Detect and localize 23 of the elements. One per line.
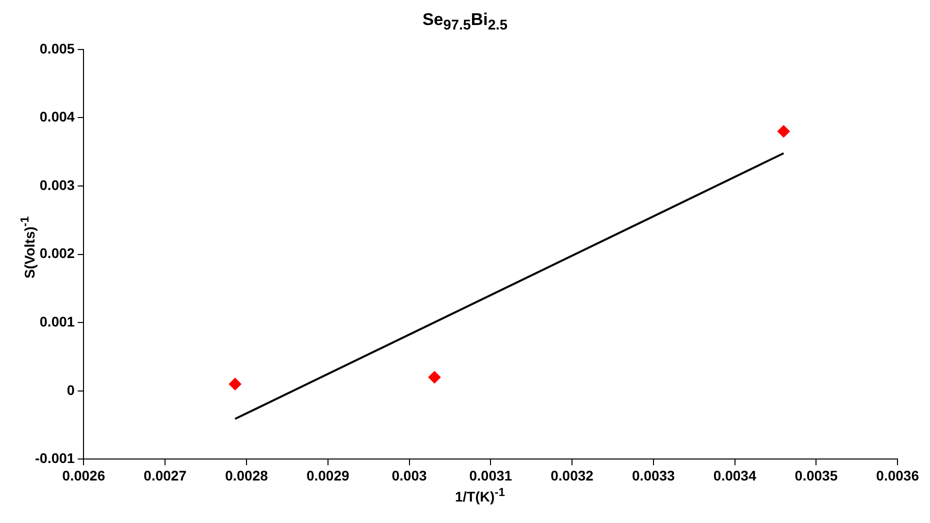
x-tick-label: 0.0036 <box>876 467 920 484</box>
chart-title: Se$_{97.5}$Bi$_{2.5}$ <box>421 10 509 34</box>
x-axis-title: 1/T(K)$^{-1}$ <box>454 486 506 505</box>
x-tick-label: 0.003 <box>392 467 427 484</box>
y-tick-label: -0.001 <box>34 450 75 466</box>
x-tick-label: 0.0026 <box>62 467 106 484</box>
x-tick-label: 0.0031 <box>469 467 512 484</box>
point <box>229 378 242 390</box>
x-tick-label: 0.0035 <box>794 467 838 484</box>
y-tick-label: 0.002 <box>40 245 75 262</box>
point <box>778 125 790 138</box>
x-tick-label: 0.0029 <box>306 467 350 484</box>
x-tick-label: 0.0034 <box>713 467 756 484</box>
y-tick-label: 0.005 <box>40 40 75 56</box>
x-tick-label: 0.0027 <box>144 467 187 484</box>
x-tick-label: 0.0032 <box>550 467 594 484</box>
y-tick-label: 0.001 <box>40 313 75 330</box>
y-tick-label: 0.004 <box>40 108 75 125</box>
x-tick-label: 0.0033 <box>632 467 676 484</box>
y-tick-label: 0 <box>66 382 75 398</box>
point <box>428 371 440 384</box>
x-tick-label: 0.0028 <box>225 467 268 484</box>
y-tick-label: 0.003 <box>40 176 75 193</box>
